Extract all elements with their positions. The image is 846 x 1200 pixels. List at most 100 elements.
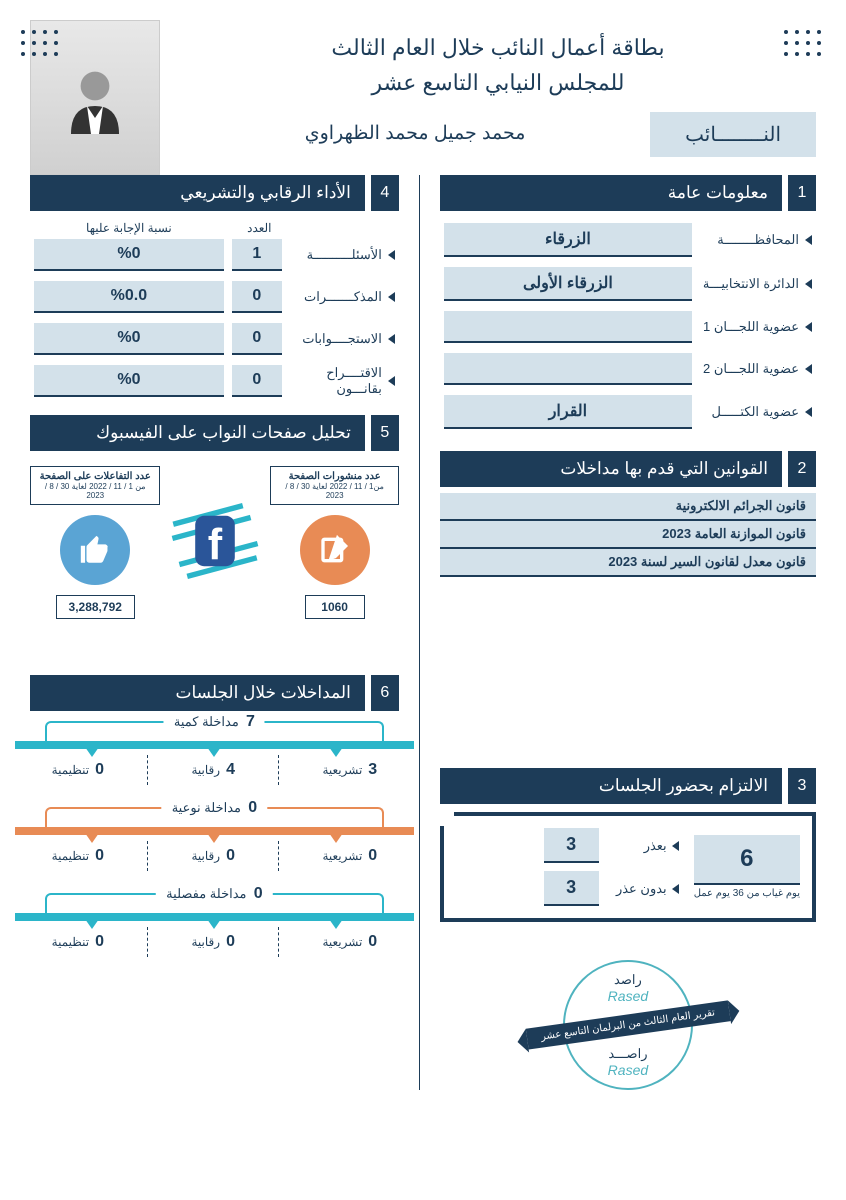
- perf-count: 0: [232, 281, 282, 313]
- section-title: المداخلات خلال الجلسات: [30, 675, 365, 711]
- facebook-icon: f: [170, 496, 260, 586]
- section-number: 4: [371, 175, 399, 211]
- perf-count: 0: [232, 323, 282, 355]
- law-item: قانون معدل لقانون السير لسنة 2023: [440, 549, 816, 577]
- sub-item: 4رقابية: [191, 755, 235, 785]
- info-row: عضوية اللجـــان 1: [444, 311, 812, 343]
- fb-posts-value: 1060: [305, 595, 365, 619]
- info-row: المحافظــــــــة الزرقاء: [444, 223, 812, 257]
- sub-item: 0تنظيمية: [52, 841, 104, 871]
- edit-icon: [300, 515, 370, 585]
- perf-row: الاستجــــوابات 0 %0: [34, 323, 395, 355]
- intervention-group: 7 مداخلة كمية 3تشريعية 4رقابية 0تنظيمية: [30, 721, 399, 797]
- fb-posts-caption: عدد منشورات الصفحة: [279, 471, 389, 482]
- info-value: الزرقاء: [444, 223, 692, 257]
- perf-row: الاقتــــراح بقانـــون 0 %0: [34, 365, 395, 397]
- stamp-bottom-en: Rased: [565, 1062, 691, 1078]
- section-number: 2: [788, 451, 816, 487]
- section-number: 5: [371, 415, 399, 451]
- unexcused-value: 3: [544, 871, 599, 906]
- section-title: الأداء الرقابي والتشريعي: [30, 175, 365, 211]
- info-label: عضوية اللجـــان 2: [702, 361, 812, 377]
- group-title: 7 مداخلة كمية: [164, 713, 265, 731]
- group-title: 0 مداخلة نوعية: [162, 799, 267, 817]
- stamp-banner: تقرير العام الثالث من البرلمان التاسع عش…: [526, 1000, 730, 1049]
- info-value: [444, 353, 692, 385]
- perf-row: الأسئلــــــــــة 1 %0: [34, 239, 395, 271]
- intervention-group: 0 مداخلة نوعية 0تشريعية 0رقابية 0تنظيمية: [30, 807, 399, 883]
- intervention-subrow: 3تشريعية 4رقابية 0تنظيمية: [30, 749, 399, 797]
- info-value: [444, 311, 692, 343]
- perf-pct: %0: [34, 239, 224, 271]
- svg-text:f: f: [208, 521, 223, 569]
- fb-posts-period: من1 / 11 / 2022 لغاية 30 / 8 / 2023: [279, 482, 389, 500]
- perf-pct: %0.0: [34, 281, 224, 313]
- section-facebook: 5 تحليل صفحات النواب على الفيسبوك عدد من…: [30, 415, 399, 619]
- info-label: المحافظــــــــة: [702, 232, 812, 248]
- excused-value: 3: [544, 828, 599, 863]
- info-value: الزرقاء الأولى: [444, 267, 692, 301]
- perf-count: 0: [232, 365, 282, 397]
- section-number: 3: [788, 768, 816, 804]
- intervention-subrow: 0تشريعية 0رقابية 0تنظيمية: [30, 921, 399, 969]
- sub-item: 0تشريعية: [322, 927, 377, 957]
- section-number: 6: [371, 675, 399, 711]
- mp-name: محمد جميل محمد الظهراوي: [180, 112, 650, 157]
- stamp-top-en: Rased: [565, 988, 691, 1004]
- perf-pct: %0: [34, 365, 224, 397]
- perf-count: 1: [232, 239, 282, 271]
- info-row: عضوية الكتـــــل القرار: [444, 395, 812, 429]
- stamp-bottom-ar: راصـــد: [565, 1046, 691, 1062]
- absent-days-total: 6: [714, 845, 780, 873]
- info-label: عضوية الكتـــــل: [702, 404, 812, 420]
- header: بطاقة أعمال النائب خلال العام الثالث للم…: [30, 20, 816, 175]
- info-label: الدائرة الانتخابيـــة: [702, 276, 812, 292]
- sub-item: 0رقابية: [191, 927, 235, 957]
- info-row: عضوية اللجـــان 2: [444, 353, 812, 385]
- section-interventions: 6 المداخلات خلال الجلسات 7 مداخلة كمية 3…: [30, 675, 399, 969]
- sub-item: 0تشريعية: [322, 841, 377, 871]
- group-title: 0 مداخلة مفصلية: [156, 885, 272, 903]
- law-item: قانون الموازنة العامة 2023: [440, 521, 816, 549]
- perf-col-count: العدد: [232, 221, 287, 235]
- stamp-top-ar: راصد: [565, 972, 691, 988]
- mp-label: النــــــــائب: [650, 112, 816, 157]
- perf-pct: %0: [34, 323, 224, 355]
- sub-item: 0تنظيمية: [52, 927, 104, 957]
- perf-row: المذكـــــــرات 0 %0.0: [34, 281, 395, 313]
- vertical-divider: [419, 175, 420, 1090]
- rased-stamp: راصد Rased راصـــد Rased تقرير العام الث…: [440, 960, 816, 1090]
- perf-label: الاقتــــراح بقانـــون: [290, 365, 395, 397]
- sub-item: 0تنظيمية: [52, 755, 104, 785]
- sub-item: 0رقابية: [191, 841, 235, 871]
- section-title: القوانين التي قدم بها مداخلات: [440, 451, 782, 487]
- section-laws: 2 القوانين التي قدم بها مداخلات قانون ال…: [440, 451, 816, 577]
- info-value: القرار: [444, 395, 692, 429]
- excused-label: بعذر: [644, 838, 667, 854]
- decorative-dots-right: [783, 30, 821, 57]
- fb-interactions-caption: عدد التفاعلات على الصفحة: [39, 471, 151, 482]
- sub-item: 3تشريعية: [322, 755, 377, 785]
- section-title: معلومات عامة: [440, 175, 782, 211]
- info-label: عضوية اللجـــان 1: [702, 319, 812, 335]
- section-title: الالتزام بحضور الجلسات: [440, 768, 782, 804]
- perf-label: الأسئلــــــــــة: [290, 247, 395, 263]
- section-number: 1: [788, 175, 816, 211]
- fb-interactions-value: 3,288,792: [56, 595, 135, 619]
- section-title: تحليل صفحات النواب على الفيسبوك: [30, 415, 365, 451]
- info-row: الدائرة الانتخابيـــة الزرقاء الأولى: [444, 267, 812, 301]
- perf-label: الاستجــــوابات: [290, 331, 395, 347]
- intervention-group: 0 مداخلة مفصلية 0تشريعية 0رقابية 0تنظيمي…: [30, 893, 399, 969]
- fb-interactions-period: من 1 / 11 / 2022 لغاية 30 / 8 / 2023: [39, 482, 151, 500]
- thumbs-up-icon: [60, 515, 130, 585]
- perf-col-pct: نسبة الإجابة عليها: [34, 221, 224, 235]
- person-icon: [55, 58, 135, 138]
- page-title-line2: للمجلس النيابي التاسع عشر: [180, 65, 816, 100]
- section-performance: 4 الأداء الرقابي والتشريعي العدد نسبة ال…: [30, 175, 399, 397]
- section-attendance: 3 الالتزام بحضور الجلسات 6 يوم غياب من 3…: [440, 768, 816, 922]
- absent-caption: يوم غياب من 36 يوم عمل: [694, 888, 800, 899]
- unexcused-label: بدون عذر: [616, 881, 667, 897]
- section-general-info: 1 معلومات عامة المحافظــــــــة الزرقاء …: [440, 175, 816, 433]
- intervention-subrow: 0تشريعية 0رقابية 0تنظيمية: [30, 835, 399, 883]
- perf-label: المذكـــــــرات: [290, 289, 395, 305]
